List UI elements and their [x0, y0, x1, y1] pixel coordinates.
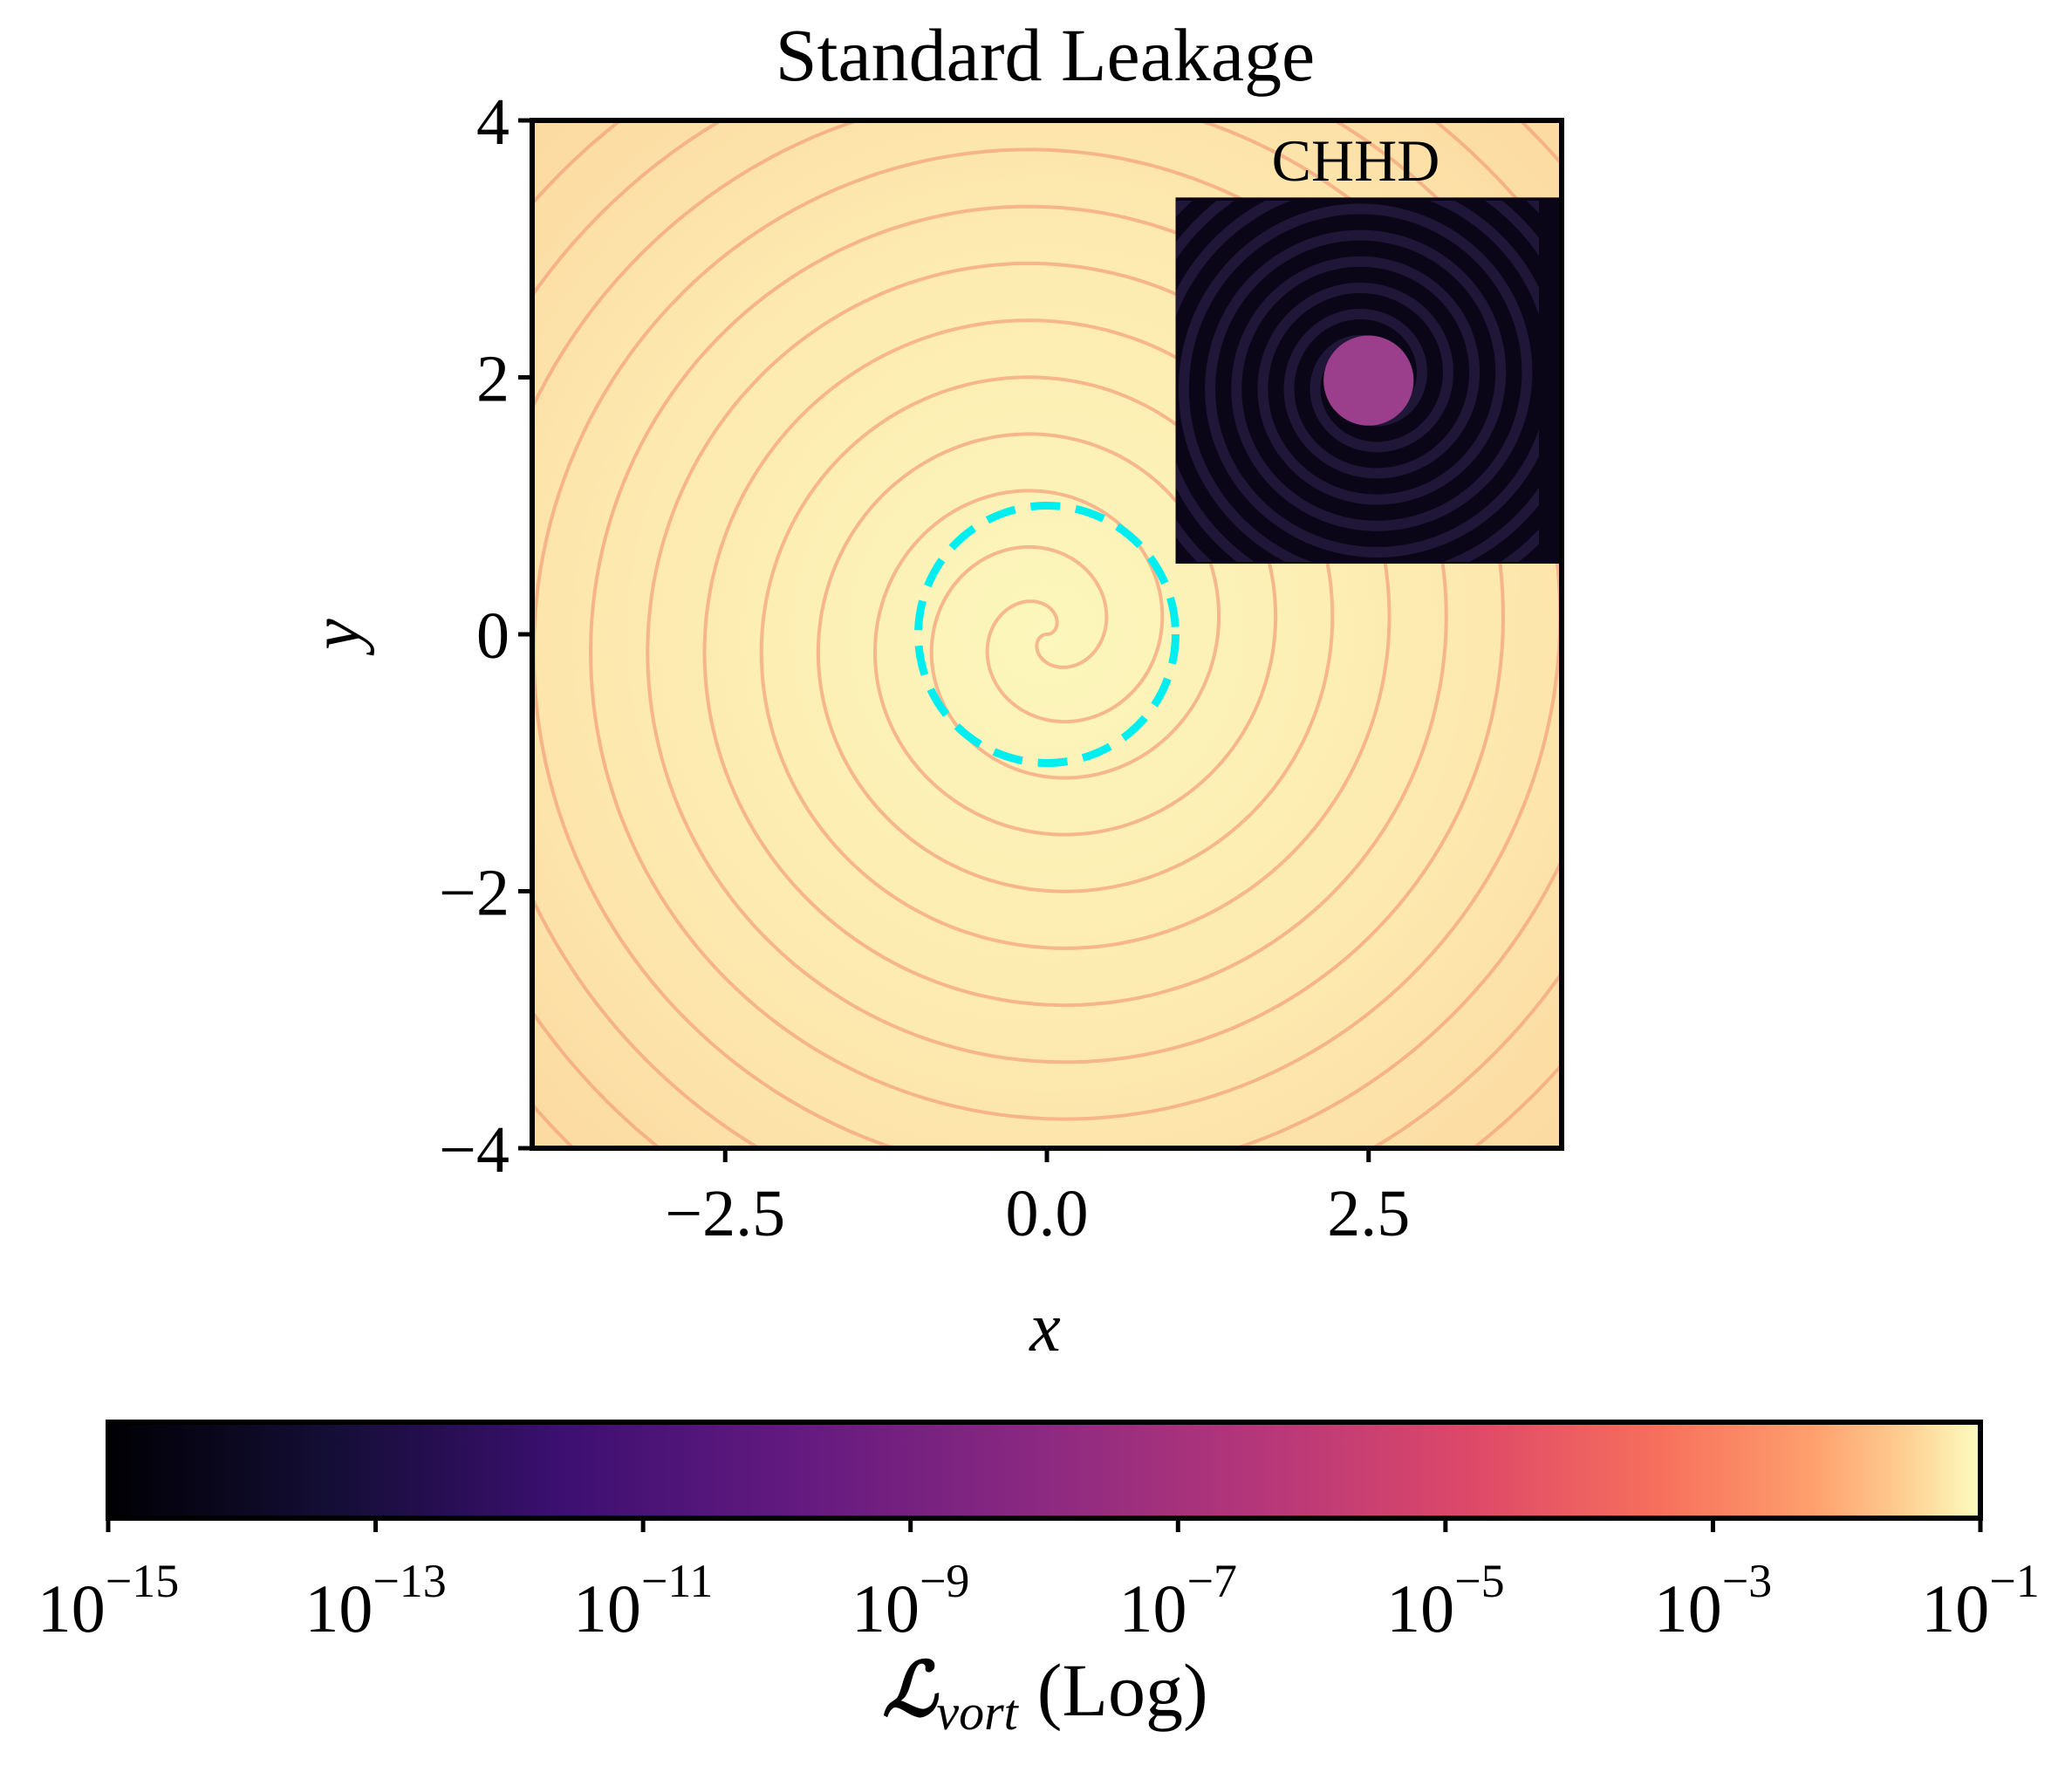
- y-tick-label: −2: [439, 857, 509, 930]
- colorbar-tick-label: 10−3: [1654, 1555, 1772, 1646]
- inset-spiral-arm-2: [1176, 201, 1539, 562]
- spiral-arms: [532, 120, 1562, 1148]
- x-tick-label: −2.5: [665, 1177, 785, 1250]
- colorbar-ticks: 10−15 10−13 10−11 10−9 10−7 10−5 10−3 10−1: [38, 1518, 2040, 1646]
- colorbar-tick-label: 10−7: [1119, 1555, 1237, 1646]
- x-axis-label: x: [1029, 1290, 1061, 1366]
- inset-central-disk: [1323, 335, 1414, 426]
- inset-spiral-arm-1: [1176, 201, 1539, 562]
- x-tick-label: 0.0: [1006, 1177, 1089, 1250]
- inset-spiral-arms: [1176, 201, 1539, 562]
- colorbar-tick-label: 10−9: [851, 1555, 969, 1646]
- y-tick-label: 4: [476, 86, 509, 159]
- x-tick-label: 2.5: [1327, 1177, 1410, 1250]
- colorbar-label-subscript: vort: [936, 1684, 1019, 1741]
- chhd-inset: CHHD: [1175, 127, 1562, 565]
- y-tick-label: 2: [476, 343, 509, 416]
- colorbar-tick-label: 10−13: [304, 1555, 446, 1646]
- colorbar-label-symbol: ℒ: [882, 1648, 939, 1732]
- y-tick-label: −4: [439, 1113, 509, 1187]
- colorbar-tick-label: 10−11: [573, 1555, 713, 1646]
- spiral-arm-2: [532, 120, 1562, 1148]
- colorbar-label-suffix: (Log): [1037, 1648, 1208, 1732]
- colorbar: 10−15 10−13 10−11 10−9 10−7 10−5 10−3 10−1 ℒvor…: [38, 1420, 2040, 1741]
- inset-label: CHHD: [1272, 127, 1440, 194]
- colorbar-tick-label: 10−1: [1921, 1555, 2039, 1646]
- y-tick-label: 0: [476, 599, 509, 673]
- y-axis-label: y: [298, 619, 375, 656]
- y-axis-ticks: 4 2 0 −2 −4: [439, 86, 532, 1187]
- colorbar-gradient: [106, 1420, 1983, 1521]
- chart-title: Standard Leakage: [776, 13, 1315, 97]
- colorbar-tick-label: 10−15: [38, 1555, 179, 1646]
- x-axis-ticks: −2.5 0.0 2.5: [665, 1148, 1410, 1250]
- colorbar-label: ℒvort (Log): [882, 1648, 1207, 1741]
- colorbar-tick-label: 10−5: [1386, 1555, 1504, 1646]
- spiral-arm-1: [532, 120, 1562, 1148]
- dashed-circle-marker: [914, 502, 1180, 767]
